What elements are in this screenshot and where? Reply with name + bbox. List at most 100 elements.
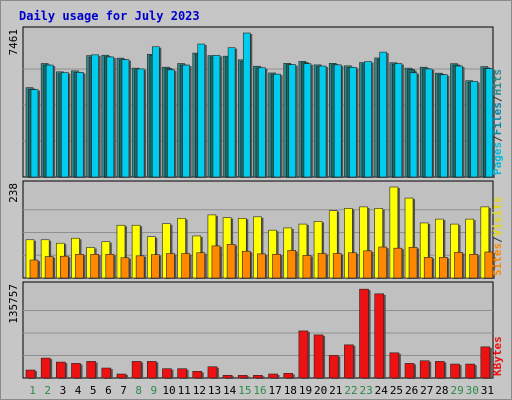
- day-label: 31: [481, 384, 494, 397]
- bar-hits: [394, 63, 403, 178]
- bar-kbytes: [313, 334, 324, 379]
- day-label: 8: [135, 384, 142, 397]
- bar-kbytes: [389, 352, 400, 379]
- bar-hits: [121, 59, 130, 178]
- chart-title: Daily usage for July 2023: [19, 9, 200, 23]
- legend-entry: /: [491, 95, 504, 102]
- bar-hits: [485, 68, 494, 178]
- bar-sites: [181, 253, 190, 279]
- bar-hits: [364, 61, 372, 178]
- bar-kbytes: [177, 368, 187, 379]
- bar-sites: [423, 257, 433, 279]
- bar-hits: [151, 46, 160, 178]
- y-max-label: 7461: [7, 29, 20, 56]
- bar-sites: [439, 257, 448, 279]
- bar-hits: [288, 64, 297, 178]
- legend-entry: /: [491, 135, 504, 142]
- day-label: 2: [44, 384, 51, 397]
- day-label: 28: [435, 384, 448, 397]
- bar-hits: [242, 32, 251, 178]
- y-max-label: 135757: [7, 284, 20, 324]
- day-label: 3: [60, 384, 67, 397]
- bar-hits: [379, 51, 388, 178]
- day-label: 24: [375, 384, 389, 397]
- day-label: 29: [450, 384, 463, 397]
- bar-kbytes: [86, 361, 96, 379]
- bar-hits: [76, 72, 84, 178]
- bar-hits: [91, 54, 99, 178]
- bar-sites: [408, 247, 418, 279]
- bar-sites: [29, 259, 39, 279]
- legend-entry: Sites: [491, 243, 504, 276]
- bar-sites: [90, 253, 99, 279]
- legend-entry: KBytes: [491, 336, 504, 376]
- bar-kbytes: [207, 366, 218, 379]
- bar-hits: [212, 55, 221, 178]
- bar-kbytes: [237, 375, 248, 379]
- bar-sites: [469, 253, 478, 279]
- bar-hits: [318, 65, 327, 178]
- bar-sites: [257, 253, 266, 279]
- bar-kbytes: [359, 288, 369, 379]
- bar-sites: [272, 253, 281, 279]
- day-label: 27: [420, 384, 433, 397]
- bar-sites: [44, 256, 54, 279]
- bar-sites: [241, 250, 251, 279]
- bar-hits: [106, 56, 115, 178]
- bar-hits: [470, 81, 478, 178]
- bar-sites: [454, 252, 463, 279]
- bar-kbytes: [101, 367, 112, 379]
- bar-kbytes: [465, 363, 475, 379]
- bar-hits: [167, 69, 175, 178]
- day-label: 10: [162, 384, 175, 397]
- panel-kbytes: 135757 KBytes: [7, 281, 504, 379]
- bar-hits: [182, 64, 190, 178]
- legend-entry: Visits: [491, 197, 504, 237]
- day-label: 12: [193, 384, 206, 397]
- y-max-label: 238: [7, 183, 20, 203]
- bar-sites: [317, 253, 327, 279]
- bar-sites: [75, 253, 84, 279]
- panel-sites-visits: 238 Sites/Visits: [7, 180, 504, 279]
- bar-kbytes: [480, 346, 491, 379]
- bar-hits: [455, 65, 463, 178]
- bar-sites: [363, 250, 372, 279]
- day-label: 22: [344, 384, 357, 397]
- day-label: 16: [253, 384, 266, 397]
- bar-kbytes: [374, 293, 385, 379]
- bar-hits: [440, 74, 448, 178]
- bar-sites: [135, 255, 145, 279]
- bar-hits: [30, 89, 39, 178]
- day-label: 21: [329, 384, 342, 397]
- panel-plot-area: [22, 281, 494, 379]
- day-label: 20: [314, 384, 327, 397]
- bar-hits: [273, 73, 281, 178]
- bar-hits: [258, 67, 266, 178]
- bar-kbytes: [450, 363, 460, 379]
- bar-sites: [226, 244, 236, 279]
- bar-kbytes: [222, 375, 233, 379]
- bar-sites: [348, 252, 357, 279]
- bar-kbytes: [344, 344, 354, 379]
- bar-kbytes: [192, 371, 203, 379]
- bar-kbytes: [56, 361, 66, 379]
- bar-kbytes: [268, 373, 278, 379]
- panel-legend: KBytes: [491, 336, 504, 376]
- bar-kbytes: [328, 355, 339, 379]
- bar-kbytes: [146, 361, 157, 379]
- bar-sites: [60, 255, 69, 279]
- bar-sites: [484, 251, 494, 279]
- day-label: 15: [238, 384, 251, 397]
- day-label: 11: [178, 384, 191, 397]
- bar-hits: [61, 72, 69, 178]
- bar-hits: [424, 68, 433, 178]
- bar-kbytes: [404, 363, 415, 379]
- day-label: 25: [390, 384, 403, 397]
- bar-sites: [150, 254, 160, 279]
- bar-hits: [136, 68, 145, 178]
- day-label: 14: [223, 384, 237, 397]
- day-label: 26: [405, 384, 418, 397]
